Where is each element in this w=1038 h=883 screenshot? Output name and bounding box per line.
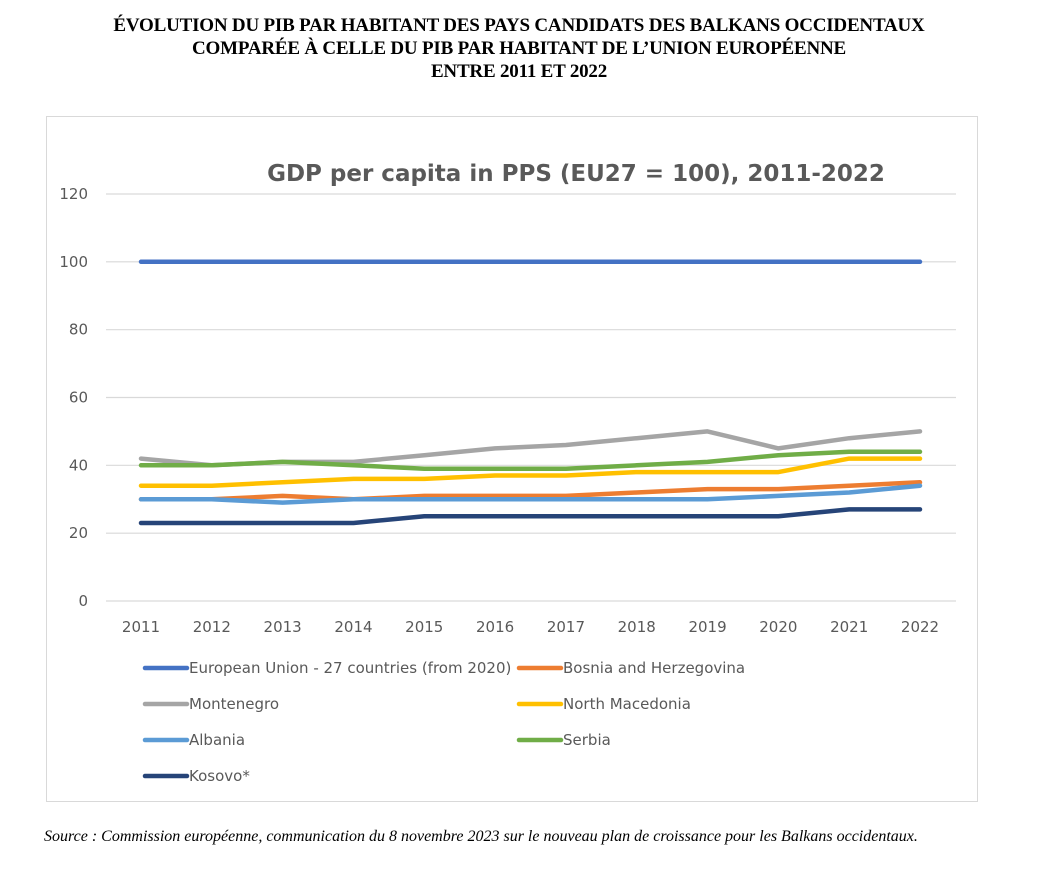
y-tick-label: 80 xyxy=(69,321,88,339)
x-tick-label: 2021 xyxy=(830,618,868,636)
y-tick-label: 60 xyxy=(69,389,88,407)
y-tick-label: 120 xyxy=(59,185,88,203)
legend-item: European Union - 27 countries (from 2020… xyxy=(142,659,511,677)
document-title-line-2: COMPARÉE À CELLE DU PIB PAR HABITANT DE … xyxy=(191,38,846,59)
legend-item: Serbia xyxy=(516,731,611,749)
series-line-bosnia-and-herzegovina xyxy=(138,480,923,502)
x-tick-label: 2017 xyxy=(547,618,585,636)
x-tick-label: 2012 xyxy=(193,618,231,636)
y-axis-ticks: 0 20 40 60 80 100 120 xyxy=(59,185,88,610)
legend-label: Serbia xyxy=(563,731,611,749)
legend-label: European Union - 27 countries (from 2020… xyxy=(189,659,511,677)
x-tick-label: 2018 xyxy=(618,618,656,636)
legend-item: Kosovo* xyxy=(142,767,250,785)
chart-title: GDP per capita in PPS (EU27 = 100), 2011… xyxy=(267,161,885,187)
x-tick-label: 2016 xyxy=(476,618,514,636)
document-title-line-1: ÉVOLUTION DU PIB PAR HABITANT DES PAYS C… xyxy=(113,15,925,36)
legend-label: North Macedonia xyxy=(563,695,691,713)
series-line-north-macedonia xyxy=(138,456,923,488)
y-tick-label: 20 xyxy=(69,524,88,542)
x-axis-ticks: 2011 2012 2013 2014 2015 2016 2017 2018 2019 2020… xyxy=(122,618,939,636)
document-title: ÉVOLUTION DU PIB PAR HABITANT DES PAYS C… xyxy=(0,14,1038,83)
legend-item: Montenegro xyxy=(142,695,279,713)
x-tick-label: 2020 xyxy=(759,618,797,636)
source-note: Source : Commission européenne, communic… xyxy=(44,828,918,845)
document-title-line-3: ENTRE 2011 ET 2022 xyxy=(430,61,608,82)
series-line-kosovo xyxy=(138,507,923,526)
y-tick-label: 100 xyxy=(59,253,88,271)
y-tick-label: 40 xyxy=(69,456,88,474)
legend-item: North Macedonia xyxy=(516,695,691,713)
series-lines xyxy=(138,259,923,526)
legend-label: Albania xyxy=(189,731,245,749)
gridlines xyxy=(106,193,956,602)
x-tick-label: 2019 xyxy=(688,618,726,636)
x-tick-label: 2015 xyxy=(405,618,443,636)
legend-label: Bosnia and Herzegovina xyxy=(563,659,745,677)
series-line-albania xyxy=(138,483,923,505)
legend-item: Albania xyxy=(142,731,245,749)
x-tick-label: 2013 xyxy=(264,618,302,636)
chart-frame xyxy=(46,116,978,802)
y-tick-label: 0 xyxy=(78,592,88,610)
series-line-serbia xyxy=(138,449,923,471)
x-tick-label: 2014 xyxy=(334,618,372,636)
legend-label: Kosovo* xyxy=(189,767,250,785)
series-line-montenegro xyxy=(138,429,923,468)
x-tick-label: 2022 xyxy=(901,618,939,636)
legend-label: Montenegro xyxy=(189,695,279,713)
legend: European Union - 27 countries (from 2020… xyxy=(142,659,745,785)
x-tick-label: 2011 xyxy=(122,618,160,636)
legend-item: Bosnia and Herzegovina xyxy=(516,659,745,677)
